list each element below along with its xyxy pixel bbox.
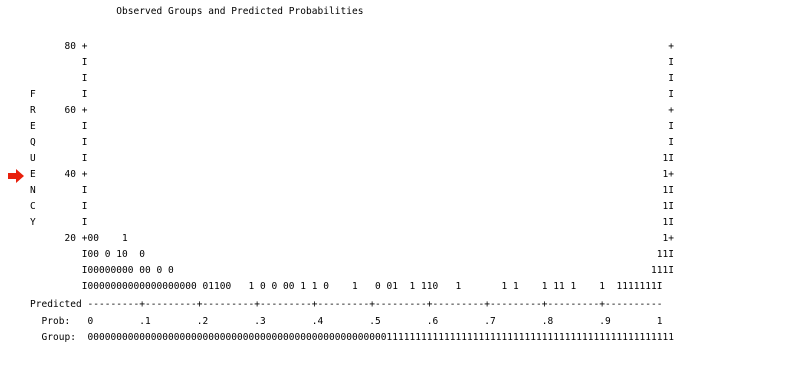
plot-line: R 60 + + xyxy=(30,105,674,116)
plot-line: Y I 1I xyxy=(30,217,674,228)
plot-line: E 40 + 1+ xyxy=(30,169,674,180)
plot-line: C I 1I xyxy=(30,201,674,212)
plot-title: Observed Groups and Predicted Probabilit… xyxy=(30,6,364,17)
plot-line: F I I xyxy=(30,89,674,100)
plot-line: 80 + + xyxy=(30,41,674,52)
predicted-axis: Predicted ---------+---------+---------+… xyxy=(30,299,663,310)
plot-line: Q I I xyxy=(30,137,674,148)
plot-line: 20 +00 1 1+ xyxy=(30,233,674,244)
plot-line: I I xyxy=(30,73,674,84)
plot-line: I00 0 10 0 11I xyxy=(30,249,674,260)
prob-scale: Prob: 0 .1 .2 .3 .4 .5 .6 .7 .8 .9 1 xyxy=(30,316,663,327)
plot-line: I00000000 00 0 0 111I xyxy=(30,265,674,276)
plot-line: U I 1I xyxy=(30,153,674,164)
red-arrow-icon[interactable] xyxy=(7,168,25,184)
plot-line: I I xyxy=(30,57,674,68)
group-row: Group: 000000000000000000000000000000000… xyxy=(30,332,674,343)
plot-line: I0000000000000000000 01100 1 0 0 00 1 1 … xyxy=(30,281,663,292)
plot-line: E I I xyxy=(30,121,674,132)
plot-line: N I 1I xyxy=(30,185,674,196)
